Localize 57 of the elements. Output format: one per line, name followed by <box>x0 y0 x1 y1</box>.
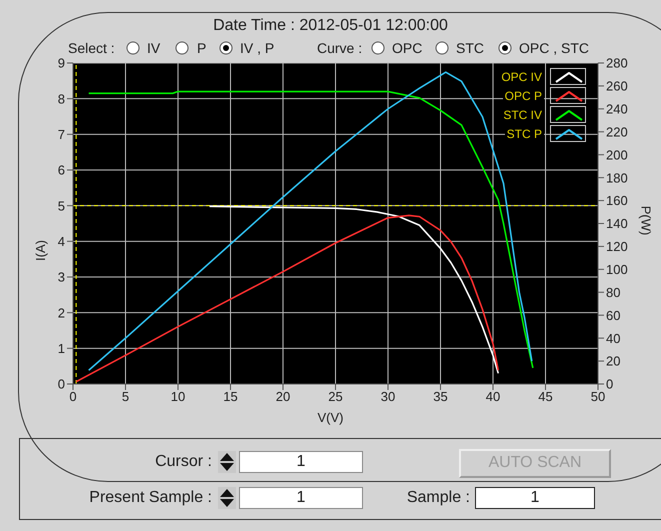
x-tick-label: 50 <box>590 389 606 404</box>
y-tick-label: 6 <box>58 162 65 178</box>
text: P <box>197 39 206 57</box>
x-tick-label: 5 <box>122 389 130 404</box>
text: Present Sample : <box>89 489 212 507</box>
y-tick-label: 8 <box>58 91 65 106</box>
y2-axis-title: P(W) <box>638 205 654 235</box>
y2-tick-label: 0 <box>606 376 614 392</box>
y2-tick-label: 100 <box>606 262 628 277</box>
y-axis-title: I(A) <box>32 240 48 260</box>
legend-label: OPC IV <box>499 70 544 84</box>
y2-tick-label: 160 <box>606 193 628 208</box>
legend-label: STC IV <box>501 108 544 122</box>
y2-tick-label: 260 <box>606 78 628 94</box>
text: IV <box>147 39 160 57</box>
x-tick-label: 25 <box>328 389 343 404</box>
y-tick-label: 1 <box>58 340 65 356</box>
x-tick-label: 15 <box>223 389 238 404</box>
y2-tick-label: 40 <box>606 330 620 346</box>
text: Cursor : <box>155 453 212 471</box>
text: Sample : <box>406 489 470 507</box>
line-series <box>208 206 500 374</box>
text: Curve : <box>317 39 362 57</box>
text: Select : <box>68 39 115 57</box>
y-tick-label: 0 <box>58 376 65 392</box>
x-tick-label: 10 <box>170 389 186 404</box>
y-tick-label: 9 <box>58 56 65 71</box>
y-tick-label: 5 <box>58 198 65 214</box>
y2-tick-label: 240 <box>606 101 628 116</box>
y2-tick-label: 220 <box>606 124 628 140</box>
text: OPC , STC <box>519 39 590 57</box>
x-tick-label: 0 <box>69 389 77 404</box>
x-tick-label: 30 <box>380 389 396 404</box>
text: OPC <box>392 39 422 57</box>
y2-tick-label: 20 <box>606 354 620 369</box>
y-tick-label: 4 <box>58 234 65 249</box>
text: STC <box>456 39 484 57</box>
y2-tick-label: 140 <box>606 216 628 232</box>
legend-label: OPC P <box>502 88 544 102</box>
y-tick-label: 3 <box>58 270 65 285</box>
text: IV , P <box>240 39 274 57</box>
y2-tick-label: 60 <box>606 308 620 323</box>
y-tick-label: 2 <box>58 305 65 320</box>
y2-tick-label: 80 <box>606 284 620 300</box>
y2-tick-label: 120 <box>606 239 628 254</box>
y2-tick-label: 200 <box>606 147 628 162</box>
chart-title: Date Time : 2012-05-01 12:00:00 <box>212 17 449 35</box>
x-tick-label: 20 <box>276 389 290 404</box>
x-axis-title: V(V) <box>316 410 344 425</box>
y2-tick-label: 180 <box>606 170 628 186</box>
y2-tick-label: 280 <box>606 56 628 71</box>
line-series <box>75 214 500 383</box>
y-tick-label: 7 <box>58 126 65 142</box>
x-tick-label: 45 <box>538 389 553 404</box>
x-tick-label: 40 <box>486 389 500 404</box>
legend-label: STC P <box>504 126 544 140</box>
x-tick-label: 35 <box>433 389 448 404</box>
